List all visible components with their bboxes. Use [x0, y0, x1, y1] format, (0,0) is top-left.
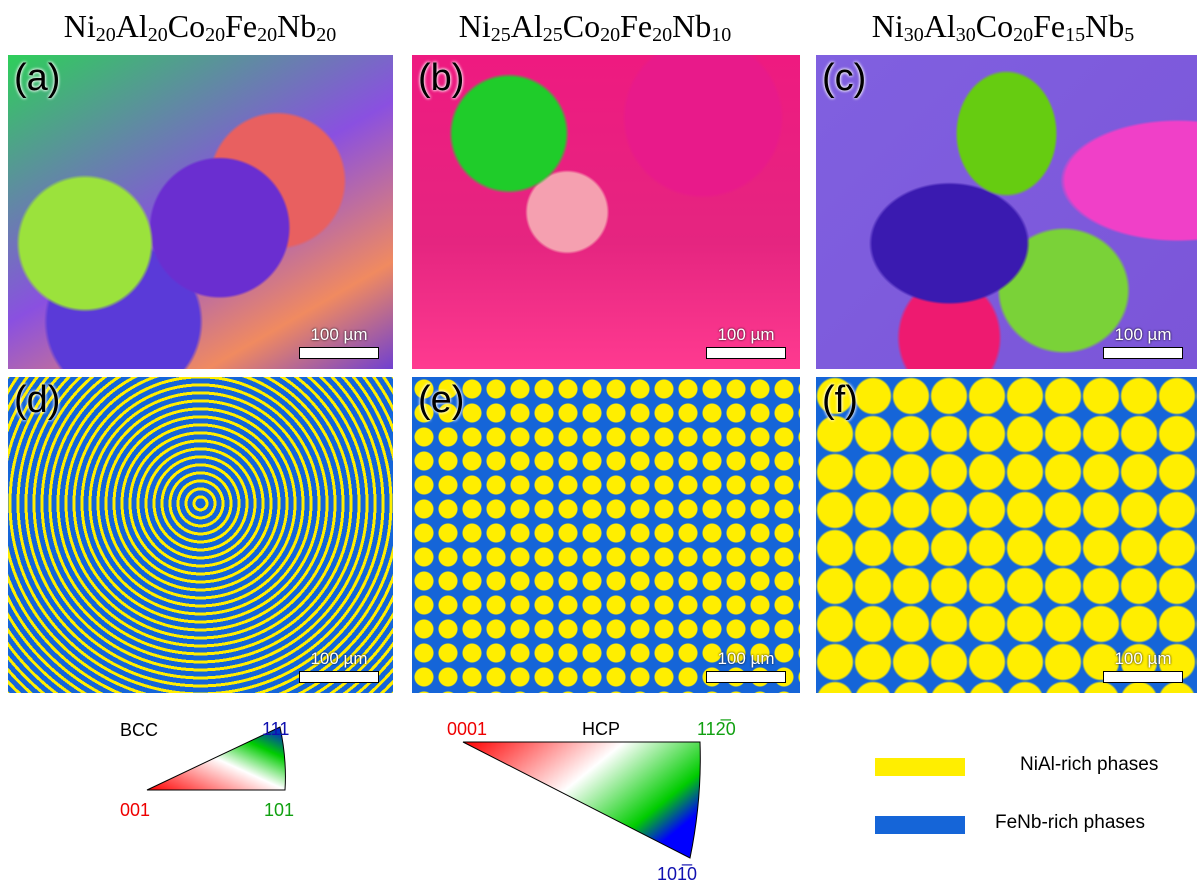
element: Ni	[872, 8, 904, 44]
element: Co	[563, 8, 600, 44]
hcp-left: 0001	[447, 719, 487, 739]
micrograph-panel: (e) 100 µm	[412, 377, 800, 693]
scale-text: 100 µm	[1103, 325, 1183, 345]
panel-label: (a)	[14, 57, 60, 100]
element: Nb	[1085, 8, 1124, 44]
scale-bar: 100 µm	[1103, 325, 1183, 359]
element: Ni	[64, 8, 96, 44]
scale-line	[1103, 671, 1183, 683]
legend-swatch	[875, 816, 965, 834]
column-title: Ni25Al25Co20Fe20Nb10	[400, 8, 790, 47]
micrograph-panel: (d) 100 µm	[8, 377, 393, 693]
bcc-triangle	[147, 727, 285, 790]
bcc-right: 101	[264, 800, 294, 820]
element: Nb	[672, 8, 711, 44]
scale-line	[299, 347, 379, 359]
bcc-title: BCC	[120, 720, 158, 740]
panel-label: (e)	[418, 379, 464, 422]
subscript: 20	[257, 24, 277, 46]
subscript: 20	[148, 24, 168, 46]
panel-label: (d)	[14, 379, 60, 422]
bcc-top: 111	[262, 719, 289, 739]
scale-line	[1103, 347, 1183, 359]
subscript: 15	[1065, 24, 1085, 46]
element: Fe	[620, 8, 652, 44]
scale-line	[299, 671, 379, 683]
bcc-left: 001	[120, 800, 150, 820]
micrograph-panel: (c) 100 µm	[816, 55, 1197, 369]
hcp-title: HCP	[582, 719, 620, 739]
element: Ni	[459, 8, 491, 44]
scale-line	[706, 671, 786, 683]
column-title: Ni30Al30Co20Fe15Nb5	[808, 8, 1198, 47]
scale-text: 100 µm	[706, 325, 786, 345]
subscript: 20	[652, 24, 672, 46]
panel-label: (f)	[822, 379, 858, 422]
hcp-triangle	[463, 742, 700, 858]
panel-label: (b)	[418, 57, 464, 100]
figure: Ni20Al20Co20Fe20Nb20Ni25Al25Co20Fe20Nb10…	[0, 0, 1201, 883]
element: Co	[168, 8, 205, 44]
element: Nb	[277, 8, 316, 44]
scale-line	[706, 347, 786, 359]
scale-text: 100 µm	[1103, 649, 1183, 669]
element: Al	[924, 8, 956, 44]
scale-bar: 100 µm	[1103, 649, 1183, 683]
scale-bar: 100 µm	[299, 325, 379, 359]
element: Fe	[1033, 8, 1065, 44]
subscript: 10	[711, 24, 731, 46]
legend-label: FeNb-rich phases	[995, 812, 1145, 834]
subscript: 25	[491, 24, 511, 46]
element: Al	[116, 8, 148, 44]
subscript: 25	[543, 24, 563, 46]
column-title: Ni20Al20Co20Fe20Nb20	[5, 8, 395, 47]
scale-text: 100 µm	[299, 325, 379, 345]
micrograph-panel: (f) 100 µm	[816, 377, 1197, 693]
scale-bar: 100 µm	[706, 325, 786, 359]
subscript: 5	[1124, 24, 1134, 46]
hcp-bottom: 101̅0	[657, 864, 697, 883]
scale-text: 100 µm	[706, 649, 786, 669]
subscript: 20	[205, 24, 225, 46]
panel-label: (c)	[822, 57, 866, 100]
legend-label: NiAl-rich phases	[1020, 754, 1158, 776]
micrograph-panel: (a) 100 µm	[8, 55, 393, 369]
subscript: 30	[956, 24, 976, 46]
element: Fe	[225, 8, 257, 44]
subscript: 20	[96, 24, 116, 46]
subscript: 20	[1013, 24, 1033, 46]
scale-text: 100 µm	[299, 649, 379, 669]
hcp-right: 112̅0	[697, 719, 736, 739]
subscript: 20	[600, 24, 620, 46]
scale-bar: 100 µm	[706, 649, 786, 683]
micrograph-panel: (b) 100 µm	[412, 55, 800, 369]
element: Co	[976, 8, 1013, 44]
scale-bar: 100 µm	[299, 649, 379, 683]
element: Al	[511, 8, 543, 44]
legend-swatch	[875, 758, 965, 776]
subscript: 20	[316, 24, 336, 46]
subscript: 30	[904, 24, 924, 46]
